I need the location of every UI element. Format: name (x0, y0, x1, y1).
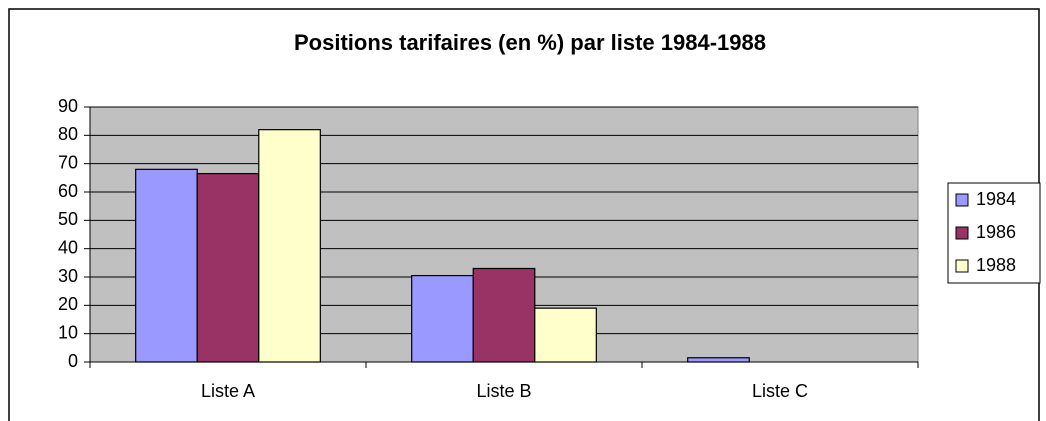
bar (135, 168, 198, 363)
y-tick-label: 60 (58, 181, 78, 201)
y-tick-label: 30 (58, 266, 78, 286)
y-tick-label: 0 (68, 351, 78, 371)
x-tick-label: Liste C (752, 381, 808, 401)
legend-label: 1988 (976, 255, 1016, 275)
legend-swatch (955, 259, 969, 273)
legend-label: 1986 (976, 222, 1016, 242)
bar (411, 274, 474, 363)
legend-swatch (955, 226, 969, 240)
chart-title: Positions tarifaires (en %) par liste 19… (294, 30, 766, 55)
legend-label: 1984 (976, 189, 1016, 209)
bar (472, 267, 536, 363)
y-tick-label: 50 (58, 209, 78, 229)
y-tick-label: 10 (58, 322, 78, 342)
y-tick-label: 90 (58, 96, 78, 116)
bar (258, 129, 321, 363)
bar (534, 307, 597, 363)
legend-swatch (955, 193, 969, 207)
x-tick-label: Liste A (201, 381, 255, 401)
y-tick-label: 70 (58, 152, 78, 172)
y-tick-label: 80 (58, 124, 78, 144)
y-tick-label: 20 (58, 294, 78, 314)
y-tick-label: 40 (58, 237, 78, 257)
bar (196, 172, 260, 363)
x-tick-label: Liste B (476, 381, 531, 401)
bar (687, 357, 750, 363)
